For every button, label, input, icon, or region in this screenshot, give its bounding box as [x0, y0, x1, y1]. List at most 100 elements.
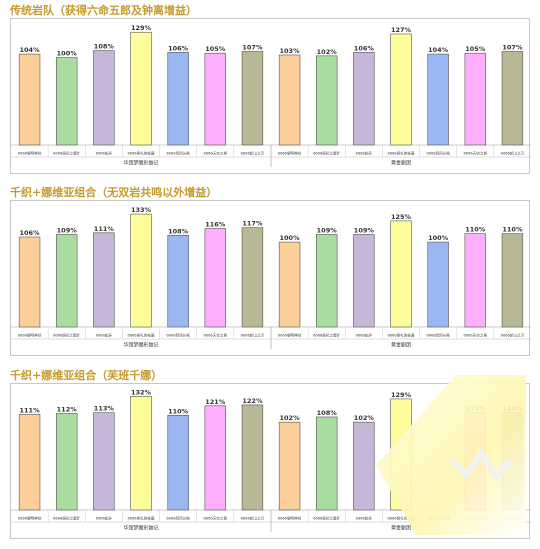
bar-value-label: 127%	[391, 26, 412, 34]
bar	[427, 241, 449, 328]
bar-value-label: 106%	[354, 44, 375, 52]
category-label: 6666蛇矛	[356, 516, 373, 521]
category-label: 6666斩山之刃	[501, 516, 525, 521]
bar-value-label: 110%	[168, 407, 189, 415]
bar-value-label: 113%	[94, 405, 115, 413]
bar-value-label: 116%	[205, 221, 226, 229]
category-label: 6666蛇矛	[96, 151, 113, 156]
bar-value-label: 108%	[317, 409, 338, 417]
bar-value-label: 129%	[131, 24, 152, 32]
bar-value-label: 102%	[317, 48, 338, 56]
bar-value-label: 108%	[168, 227, 189, 235]
category-label: 6666天空之脊	[204, 151, 228, 156]
category-label: 6666祭礼的帐幕	[387, 151, 415, 156]
bar	[316, 234, 338, 328]
category-label: 6666原初之星矿	[313, 151, 341, 156]
bar	[390, 398, 412, 511]
group-label: 华馆梦醒形骸记	[123, 160, 158, 167]
bar-value-label: 132%	[131, 388, 152, 396]
bar	[56, 234, 78, 328]
bar	[241, 51, 264, 146]
group-label: 黄金剧团	[391, 525, 411, 532]
chart-box-1: 华馆梦醒形骸记 104% 6666黎明神剑 100% 6666原初之星矿 108% 6666…	[10, 18, 531, 174]
bar	[353, 421, 375, 511]
bar	[130, 213, 152, 328]
bar	[278, 241, 301, 328]
bar-value-label: 106%	[20, 229, 41, 237]
bar	[93, 50, 115, 146]
bar	[278, 421, 301, 511]
bar	[167, 414, 189, 511]
bar-value-label: 105%	[465, 45, 486, 53]
bar	[93, 232, 115, 328]
bar-value-label: 106%	[168, 44, 189, 52]
bar	[204, 405, 226, 511]
bar	[390, 33, 412, 146]
bar	[501, 233, 524, 328]
category-label: 6666西风长枪	[166, 333, 190, 338]
category-label: 6666原初之星矿	[53, 333, 81, 338]
bar-value-label: 109%	[317, 226, 338, 234]
category-label: 6666斩山之刃	[241, 516, 265, 521]
category-label: 6666祭礼的帐幕	[127, 516, 155, 521]
bar-value-label: 111%	[94, 225, 115, 233]
bar	[167, 235, 189, 328]
category-label: 6666天空之脊	[464, 151, 488, 156]
bar-value-label: 112%	[57, 406, 78, 414]
category-label: 6666黎明神剑	[278, 516, 302, 521]
category-label: 6666西风长枪	[166, 516, 190, 521]
bar	[390, 220, 412, 328]
bar-chart-2: 华馆梦醒形骸记 106% 6666黎明神剑 109% 6666原初之星矿 111% 6666…	[11, 206, 531, 349]
category-label: 6666蛇矛	[96, 516, 113, 521]
category-label: 6666西风长枪	[426, 333, 450, 338]
category-label: 6666蛇矛	[356, 151, 373, 156]
category-label: 6666西风长枪	[166, 151, 190, 156]
bar-value-label: 102%	[280, 414, 301, 422]
category-label: 6666天空之脊	[464, 516, 488, 521]
bar-value-label: 100%	[428, 234, 449, 242]
bar-value-label: 107%	[502, 43, 523, 51]
bar-value-label: 113%	[502, 405, 523, 413]
bar-value-label: 102%	[354, 414, 375, 422]
bar	[501, 51, 524, 146]
bar-value-label: 109%	[57, 226, 78, 234]
bar-value-label: 113%	[465, 405, 486, 413]
bar	[56, 57, 78, 146]
group-label: 黄金剧团	[391, 160, 411, 167]
bar	[241, 227, 264, 328]
bar-value-label: 107%	[242, 43, 263, 51]
category-label: 6666原初之星矿	[53, 151, 81, 156]
chart-box-3: 华馆梦醒形骸记 111% 6666黎明神剑 112% 6666原初之星矿 113% 6666…	[10, 383, 531, 539]
category-label: 6666西风长枪	[426, 151, 450, 156]
bar-value-label: 100%	[280, 234, 301, 242]
category-label: 6666祭礼的帐幕	[127, 333, 155, 338]
category-label: 6666斩山之刃	[241, 151, 265, 156]
category-label: 6666斩山之刃	[241, 333, 265, 338]
bar-value-label: 108%	[94, 43, 115, 51]
section-title-2: 千织+娜维亚组合（无双岩共鸣以外增益）	[10, 186, 218, 199]
category-label: 6666斩山之刃	[501, 151, 525, 156]
bar	[204, 52, 226, 146]
bar-value-label: 125%	[391, 213, 412, 221]
bar-value-label: 129%	[391, 391, 412, 399]
bar	[18, 53, 41, 146]
category-label: 6666蛇矛	[96, 333, 113, 338]
bar-value-label: 100%	[57, 50, 78, 58]
category-label: 6666天空之脊	[464, 333, 488, 338]
group-label: 黄金剧团	[391, 342, 411, 349]
group-label: 华馆梦醒形骸记	[123, 525, 158, 532]
bar-value-label: 117%	[242, 220, 263, 228]
bar	[18, 236, 41, 328]
bar	[427, 53, 449, 146]
bar	[56, 413, 78, 511]
bar-value-label: 121%	[205, 398, 226, 406]
bar-value-label: 122%	[242, 397, 263, 405]
section-title-3: 千织+娜维亚组合（芙班千娜）	[10, 369, 163, 382]
group-label: 华馆梦醒形骸记	[123, 342, 158, 349]
category-label: 6666天空之脊	[204, 333, 228, 338]
bar-value-label: 104%	[428, 46, 449, 54]
bar	[204, 228, 226, 328]
bar	[278, 54, 301, 146]
category-label: 6666黎明神剑	[18, 333, 42, 338]
category-label: 6666原初之星矿	[313, 333, 341, 338]
